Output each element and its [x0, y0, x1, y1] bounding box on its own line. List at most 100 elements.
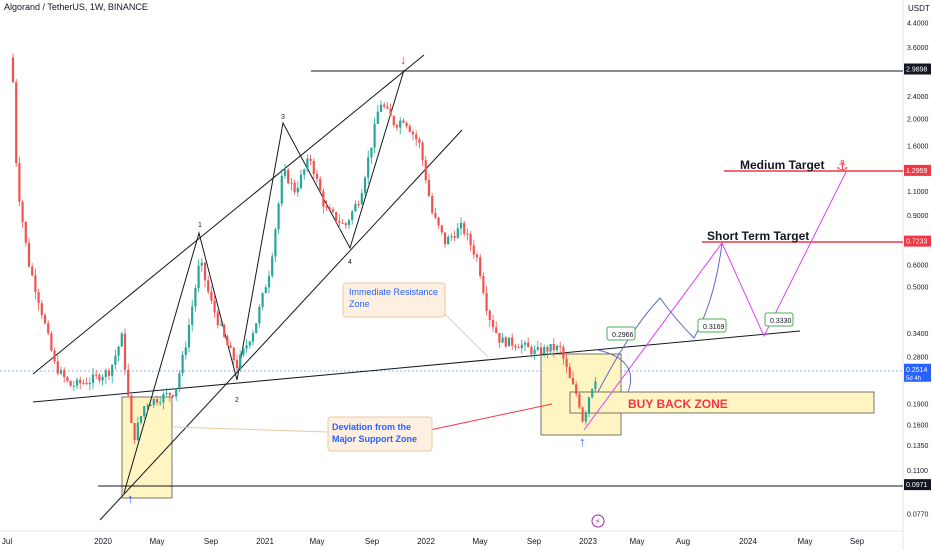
candle-body [229, 345, 232, 348]
candle-body [178, 373, 181, 389]
x-tick-label: 2021 [256, 537, 274, 546]
candle-body [536, 347, 539, 350]
y-tick-label: 1.1000 [907, 189, 929, 196]
candle-body [309, 158, 312, 161]
candle-body [271, 256, 274, 276]
candle-body [136, 422, 139, 440]
candle-body [312, 160, 315, 174]
candle-body [251, 333, 255, 342]
channel-lower-line [99, 129, 463, 521]
price-labels: 2.9898 1.2959 0.7233 0.2514 5d 4h 0.0971 [904, 63, 931, 491]
candle-body [255, 323, 258, 334]
candle-body [165, 392, 168, 394]
candle-body [402, 120, 405, 123]
candle-body [472, 245, 475, 255]
candle-body [194, 288, 197, 307]
projection-path-blue-2 [597, 349, 632, 393]
y-tick-label: 0.6000 [907, 262, 929, 269]
candle-body [482, 276, 485, 294]
candle-body [56, 361, 59, 374]
x-tick-label: 2022 [417, 537, 435, 546]
candle-body [427, 180, 431, 197]
wave-label-4: 4 [348, 259, 352, 266]
y-tick-label: 0.1900 [907, 402, 929, 409]
candle-body [370, 147, 373, 158]
candle-body [50, 333, 53, 351]
candle-body [95, 374, 98, 376]
candle-body [514, 345, 517, 348]
candle-body [578, 393, 581, 408]
candle-body [437, 217, 440, 226]
candle-body [584, 412, 587, 422]
event-marker-icon [591, 514, 605, 528]
currency-label: USDT [908, 4, 930, 13]
major-support-trendline [32, 330, 801, 403]
candle-body [98, 375, 101, 381]
y-tick-label: 2.4000 [907, 94, 929, 101]
resistance-note-box [342, 282, 446, 318]
candle-body [21, 201, 24, 222]
candle-body [386, 106, 389, 109]
candle-body [258, 306, 261, 324]
candle-body [469, 233, 472, 246]
candle-body [248, 341, 251, 346]
y-tick-label: 0.5000 [907, 284, 929, 291]
candle-body [411, 131, 415, 135]
candle-body [53, 350, 56, 362]
candle-body [575, 384, 578, 394]
candle-body [325, 206, 328, 208]
x-tick-label: Sep [850, 537, 865, 546]
candle-body [507, 337, 511, 347]
candle-body [293, 182, 296, 193]
y-tick-label: 3.6000 [907, 45, 929, 52]
candle-body [15, 82, 18, 164]
candle-body [501, 337, 504, 343]
candle-body [216, 312, 219, 326]
candle-body [226, 336, 229, 346]
candle-body [242, 348, 245, 355]
candle-body [389, 108, 392, 116]
y-tick-label: 2.0000 [907, 116, 929, 123]
candle-body [299, 174, 303, 188]
resistance-note-line2: Zone [349, 299, 370, 309]
deviation-note-line1: Deviation from the [332, 422, 411, 432]
candle-body [107, 370, 111, 376]
candle-body [338, 221, 341, 223]
candle-body [143, 406, 146, 417]
price-label-box [904, 235, 931, 247]
candle-body [283, 169, 287, 176]
candle-body [120, 333, 123, 347]
price-label: 0.0971 [906, 482, 928, 489]
candle-body [18, 163, 21, 202]
candle-body [424, 160, 427, 181]
candle-body [187, 324, 191, 348]
price-label-box [904, 164, 931, 176]
candle-body [354, 204, 357, 212]
candle-body [421, 142, 424, 161]
candle-body [431, 196, 434, 213]
candle-body [533, 349, 536, 355]
candle-body [453, 236, 456, 239]
x-tick-label: May [797, 537, 812, 546]
candle-body [587, 397, 591, 413]
candle-body [443, 232, 447, 245]
candle-body [235, 360, 239, 369]
candle-body [133, 422, 136, 440]
candle-body [459, 222, 463, 229]
callout-2: 0.3169 [703, 324, 725, 331]
candle-body [475, 254, 479, 258]
candle-body [376, 111, 379, 124]
candle-body [287, 169, 290, 184]
candle-body [123, 333, 127, 370]
bottom-arrow-icon: ↑ [127, 491, 134, 506]
deviation-note-pointer [171, 426, 329, 433]
candle-body [360, 193, 363, 205]
candle-body [197, 265, 200, 289]
x-tick-label: 2020 [94, 537, 112, 546]
candle-body [511, 337, 514, 346]
candle-body [530, 347, 533, 355]
price-axis: 4.40003.60002.40002.00001.60001.30001.10… [907, 21, 929, 519]
candle-body [341, 222, 344, 224]
candle-body [591, 388, 594, 398]
